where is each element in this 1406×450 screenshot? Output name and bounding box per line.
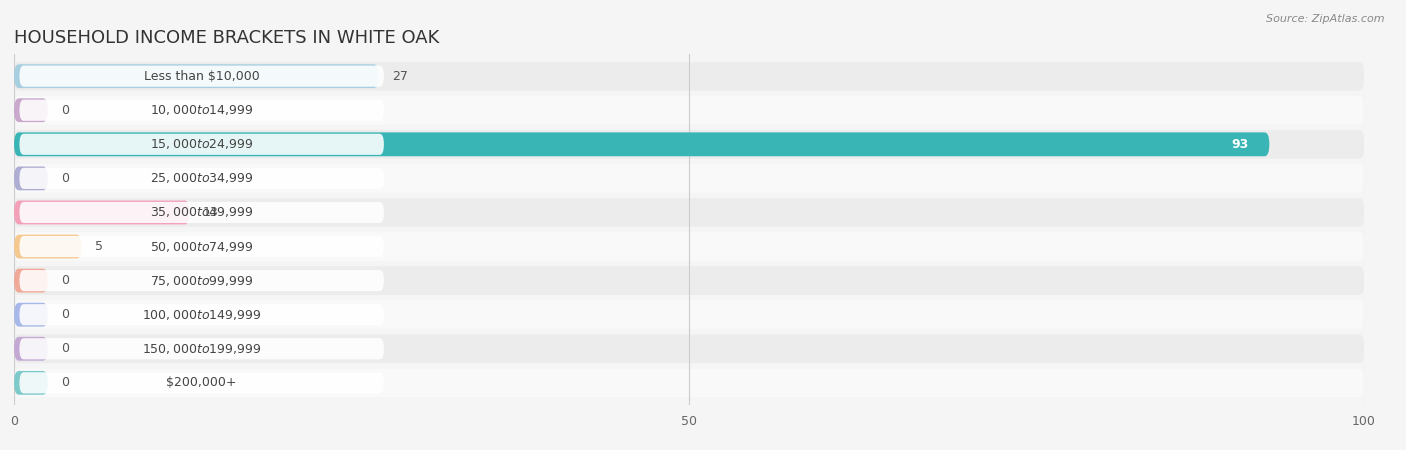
FancyBboxPatch shape	[14, 303, 48, 327]
Text: $200,000+: $200,000+	[166, 376, 238, 389]
FancyBboxPatch shape	[20, 236, 384, 257]
FancyBboxPatch shape	[20, 304, 384, 325]
FancyBboxPatch shape	[14, 269, 48, 292]
Text: 0: 0	[62, 104, 69, 117]
Text: $150,000 to $199,999: $150,000 to $199,999	[142, 342, 262, 356]
FancyBboxPatch shape	[20, 66, 384, 87]
Text: $25,000 to $34,999: $25,000 to $34,999	[150, 171, 253, 185]
FancyBboxPatch shape	[20, 338, 384, 360]
FancyBboxPatch shape	[20, 99, 384, 121]
FancyBboxPatch shape	[14, 62, 1364, 90]
FancyBboxPatch shape	[14, 64, 378, 88]
FancyBboxPatch shape	[14, 201, 190, 225]
Text: $50,000 to $74,999: $50,000 to $74,999	[150, 239, 253, 253]
Text: 0: 0	[62, 308, 69, 321]
FancyBboxPatch shape	[14, 132, 1270, 156]
Text: 0: 0	[62, 342, 69, 355]
Text: 0: 0	[62, 274, 69, 287]
Text: 5: 5	[96, 240, 103, 253]
Text: $75,000 to $99,999: $75,000 to $99,999	[150, 274, 253, 288]
FancyBboxPatch shape	[14, 96, 1364, 125]
Text: $35,000 to $49,999: $35,000 to $49,999	[150, 206, 253, 220]
FancyBboxPatch shape	[20, 202, 384, 223]
Text: 0: 0	[62, 172, 69, 185]
Text: 27: 27	[392, 70, 408, 83]
FancyBboxPatch shape	[14, 198, 1364, 227]
FancyBboxPatch shape	[20, 372, 384, 393]
Text: $15,000 to $24,999: $15,000 to $24,999	[150, 137, 253, 151]
FancyBboxPatch shape	[20, 168, 384, 189]
FancyBboxPatch shape	[14, 337, 48, 361]
FancyBboxPatch shape	[20, 134, 384, 155]
FancyBboxPatch shape	[14, 130, 1364, 158]
FancyBboxPatch shape	[14, 98, 48, 122]
Text: Less than $10,000: Less than $10,000	[143, 70, 260, 83]
Text: $100,000 to $149,999: $100,000 to $149,999	[142, 308, 262, 322]
FancyBboxPatch shape	[14, 166, 48, 190]
Text: 13: 13	[202, 206, 219, 219]
FancyBboxPatch shape	[14, 234, 82, 258]
FancyBboxPatch shape	[14, 334, 1364, 363]
Text: $10,000 to $14,999: $10,000 to $14,999	[150, 103, 253, 117]
Text: HOUSEHOLD INCOME BRACKETS IN WHITE OAK: HOUSEHOLD INCOME BRACKETS IN WHITE OAK	[14, 29, 440, 47]
Text: Source: ZipAtlas.com: Source: ZipAtlas.com	[1267, 14, 1385, 23]
FancyBboxPatch shape	[14, 164, 1364, 193]
Text: 93: 93	[1232, 138, 1249, 151]
FancyBboxPatch shape	[14, 371, 48, 395]
FancyBboxPatch shape	[14, 301, 1364, 329]
FancyBboxPatch shape	[14, 266, 1364, 295]
FancyBboxPatch shape	[14, 369, 1364, 397]
Text: 0: 0	[62, 376, 69, 389]
FancyBboxPatch shape	[14, 232, 1364, 261]
FancyBboxPatch shape	[20, 270, 384, 291]
